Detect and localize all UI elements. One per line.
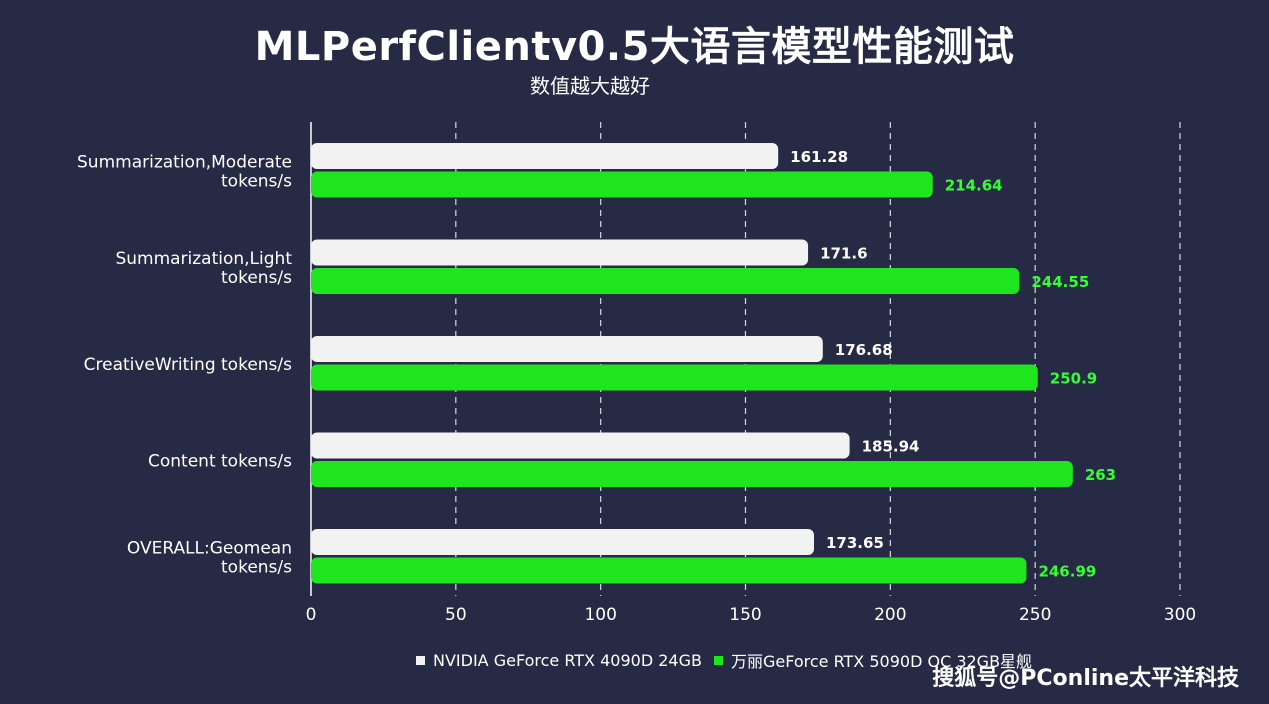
category-label-1-line-2: tokens/s [221, 172, 292, 192]
chart-title: MLPerfClientv0.5大语言模型性能测试 [254, 24, 1015, 70]
category-label-2-line-1: Summarization,Light [115, 249, 292, 269]
value-label-series-1-cat-5: 173.65 [826, 534, 884, 552]
value-label-series-2-cat-2: 244.55 [1031, 273, 1089, 291]
value-label-series-1-cat-3: 176.68 [835, 341, 893, 359]
legend-label-series-2: 万丽GeForce RTX 5090D OC 32GB星舰 [730, 652, 1033, 671]
chart-subtitle: 数值越大越好 [530, 74, 650, 98]
x-tick-label-100: 100 [584, 605, 616, 625]
x-tick-label-150: 150 [729, 605, 761, 625]
category-label-5-line-1: OVERALL:Geomean [127, 539, 292, 559]
x-tick-label-50: 50 [445, 605, 467, 625]
bar-series-2-cat-1 [311, 171, 933, 198]
x-tick-label-250: 250 [1019, 605, 1051, 625]
value-label-series-1-cat-2: 171.6 [820, 245, 867, 263]
category-label-4-line-1: Content tokens/s [148, 452, 292, 472]
bar-series-1-cat-3 [311, 336, 823, 362]
legend: NVIDIA GeForce RTX 4090D 24GB 万丽GeForce … [416, 648, 1044, 672]
watermark: 搜狐号@PConline太平洋科技 [932, 666, 1239, 691]
category-label-5-line-2: tokens/s [221, 558, 292, 578]
legend-swatch-series-1 [416, 655, 425, 665]
category-label-2-line-2: tokens/s [221, 268, 292, 288]
category-label-1-line-1: Summarization,Moderate [77, 153, 292, 173]
legend-label-series-1: NVIDIA GeForce RTX 4090D 24GB [433, 650, 702, 670]
bar-series-1-cat-5 [311, 529, 815, 555]
value-label-series-2-cat-3: 250.9 [1050, 370, 1097, 388]
legend-item-series-2: 万丽GeForce RTX 5090D OC 32GB星舰 [713, 648, 1033, 672]
bar-series-1-cat-1 [311, 143, 779, 169]
value-label-series-2-cat-5: 246.99 [1038, 563, 1096, 581]
category-label-3-line-1: CreativeWriting tokens/s [84, 355, 293, 375]
x-tick-label-0: 0 [306, 605, 317, 625]
legend-item-series-1: NVIDIA GeForce RTX 4090D 24GB [416, 651, 702, 670]
x-tick-label-300: 300 [1164, 605, 1196, 625]
bar-series-2-cat-4 [311, 461, 1073, 487]
bar-series-2-cat-2 [311, 268, 1020, 294]
value-label-series-1-cat-1: 161.28 [790, 148, 848, 166]
legend-swatch-series-2 [713, 655, 723, 665]
value-label-series-2-cat-4: 263 [1085, 466, 1116, 484]
value-label-series-2-cat-1: 214.64 [945, 177, 1003, 195]
bar-series-2-cat-3 [311, 364, 1038, 391]
value-label-series-1-cat-4: 185.94 [862, 438, 920, 456]
bar-series-1-cat-2 [311, 239, 809, 266]
x-tick-label-200: 200 [874, 605, 906, 625]
bar-series-1-cat-4 [311, 432, 850, 459]
bar-series-2-cat-5 [311, 557, 1027, 584]
